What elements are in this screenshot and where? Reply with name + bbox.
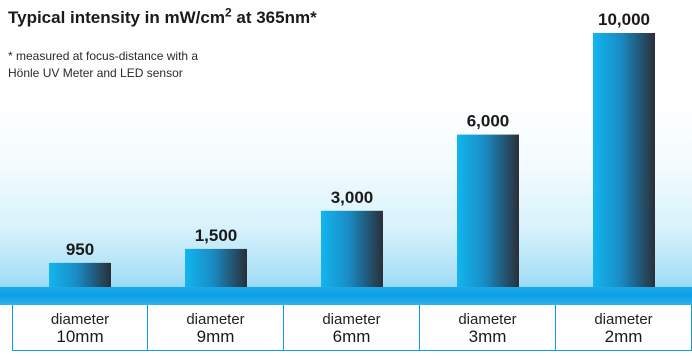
bar-1 <box>185 248 247 287</box>
category-cell: diameter 2mm <box>556 305 692 351</box>
value-label-1: 1,500 <box>195 226 238 245</box>
value-label-3: 6,000 <box>467 112 510 131</box>
category-label-top: diameter <box>50 311 110 328</box>
category-label-bottom: 9mm <box>196 327 235 346</box>
category-cell: diameter 10mm <box>12 305 148 351</box>
note-line-1: * measured at focus-distance with a <box>8 49 199 63</box>
category-row: diameter 10mm diameter 9mm diameter 6mm … <box>12 305 692 351</box>
title-prefix: Typical intensity in mW/cm <box>8 8 225 27</box>
chart-title: Typical intensity in mW/cm2 at 365nm* <box>8 5 317 28</box>
value-label-2: 3,000 <box>331 188 374 207</box>
category-label-top: diameter <box>186 311 245 328</box>
bar-2 <box>321 210 383 287</box>
measurement-note: * measured at focus-distance with a Hönl… <box>8 48 308 82</box>
value-labels-group: 950 1,500 3,000 6,000 10,000 <box>66 10 650 259</box>
title-suffix: at 365nm* <box>231 8 317 27</box>
bars-group <box>49 33 655 287</box>
category-label-bottom: 3mm <box>468 327 507 346</box>
category-label-bottom: 2mm <box>604 327 643 346</box>
bar-0 <box>49 262 111 287</box>
title-superscript: 2 <box>224 5 232 20</box>
category-cell: diameter 6mm <box>284 305 420 351</box>
baseline-band <box>0 287 692 305</box>
bar-3 <box>457 134 519 287</box>
note-line-2: Hönle UV Meter and LED sensor <box>8 66 183 80</box>
value-label-0: 950 <box>66 240 94 259</box>
category-label-top: diameter <box>594 311 653 328</box>
category-label-top: diameter <box>322 311 381 328</box>
category-label-bottom: 10mm <box>56 327 104 346</box>
category-cell: diameter 9mm <box>148 305 284 351</box>
bar-4 <box>593 33 655 287</box>
category-cell: diameter 3mm <box>420 305 556 351</box>
value-label-4: 10,000 <box>598 10 650 29</box>
category-label-top: diameter <box>458 311 517 328</box>
category-label-bottom: 6mm <box>332 327 371 346</box>
